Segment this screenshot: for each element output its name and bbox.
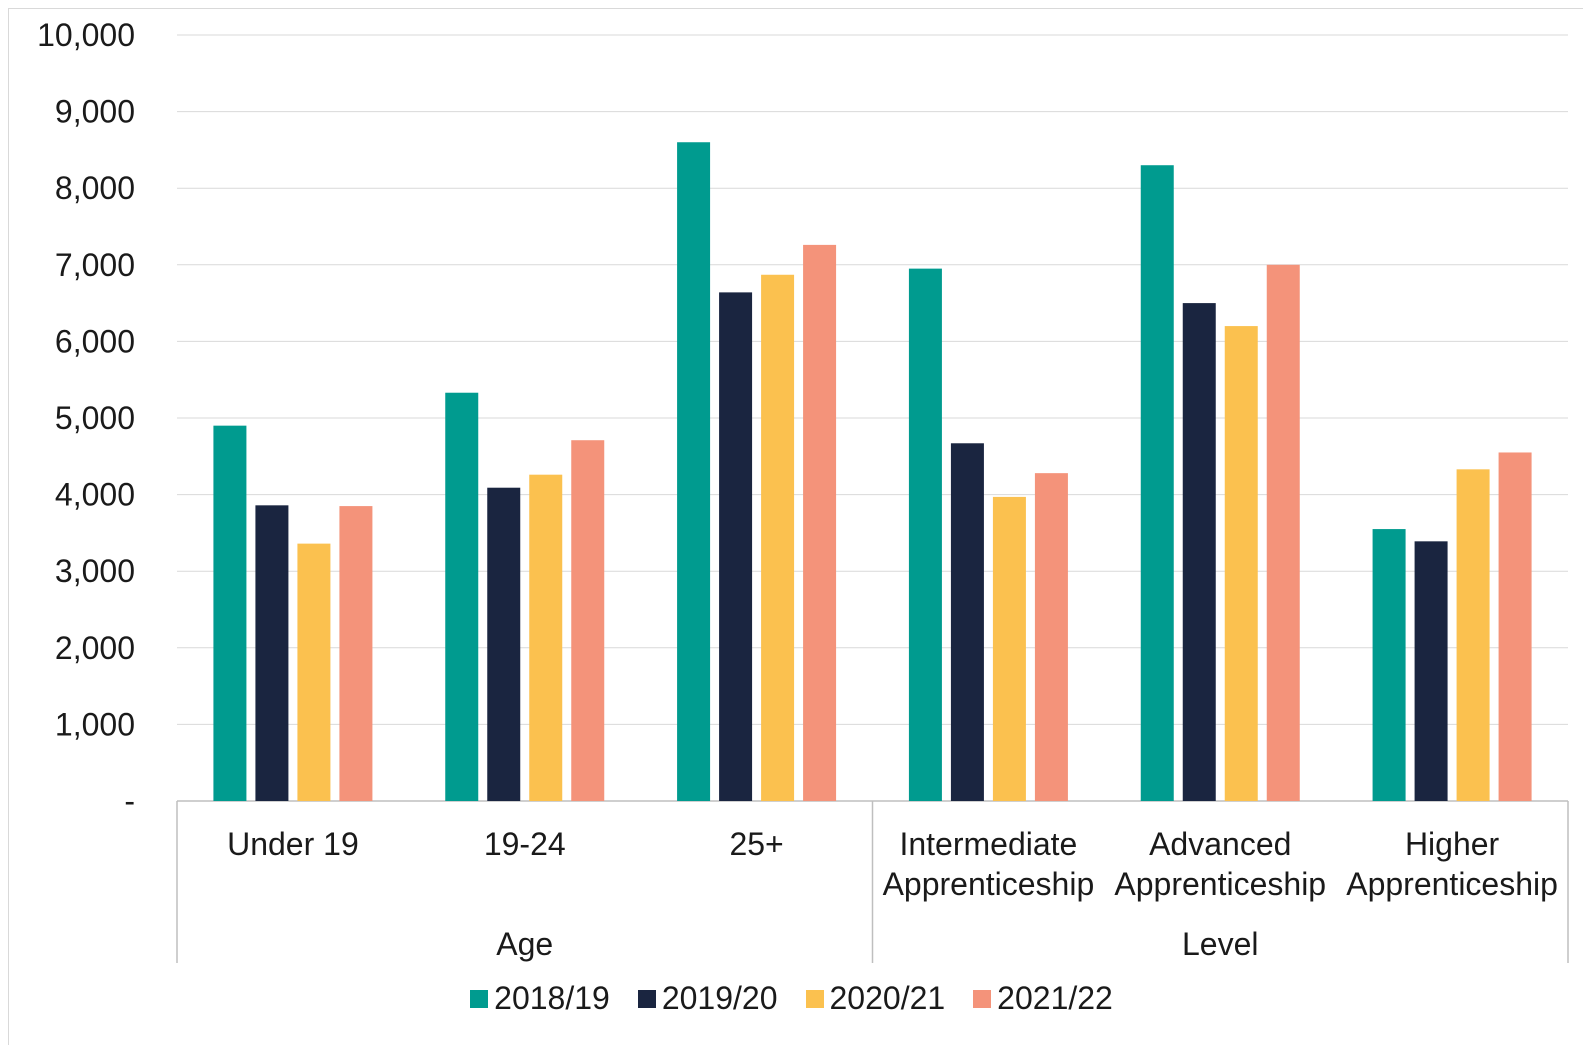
bar: [1224, 326, 1258, 801]
bar: [992, 496, 1026, 801]
legend-item: 2021/22: [973, 980, 1113, 1017]
bar: [1414, 541, 1448, 801]
bar: [487, 487, 521, 801]
bar: [761, 274, 795, 801]
bar: [445, 392, 479, 801]
bar: [297, 543, 331, 801]
bar: [1456, 469, 1490, 801]
y-tick-label: 3,000: [55, 553, 135, 589]
y-tick-label: -: [124, 783, 135, 819]
y-tick-label: 2,000: [55, 630, 135, 666]
bar: [677, 142, 711, 802]
bar: [1140, 165, 1174, 802]
legend-swatch: [973, 989, 992, 1008]
bar: [529, 474, 563, 801]
legend-swatch: [805, 989, 824, 1008]
chart-frame: [8, 8, 1583, 1045]
legend-label: 2020/21: [829, 980, 946, 1016]
legend-item: 2019/20: [637, 980, 778, 1017]
y-tick-label: 5,000: [55, 400, 135, 436]
y-tick-label: 10,000: [37, 17, 135, 53]
bar: [908, 268, 942, 801]
bar: [719, 292, 753, 801]
bar: [1266, 264, 1300, 801]
legend: 2018/19 2019/20 2020/21 2021/22: [0, 980, 1583, 1017]
y-tick-label: 9,000: [55, 94, 135, 130]
legend-swatch: [470, 989, 489, 1008]
y-tick-label: 7,000: [55, 247, 135, 283]
bar: [1034, 473, 1068, 801]
y-tick-label: 1,000: [55, 706, 135, 742]
x-tick-label: Apprenticeship: [1114, 866, 1326, 902]
bar: [571, 440, 605, 801]
bar: [1372, 529, 1406, 801]
bar: [803, 244, 837, 801]
x-tick-label: Higher: [1405, 826, 1500, 862]
bar: [255, 505, 289, 801]
bar: [339, 506, 373, 801]
group-label: Age: [496, 926, 553, 962]
bar: [1498, 452, 1532, 801]
y-tick-label: 6,000: [55, 323, 135, 359]
legend-label: 2021/22: [997, 980, 1113, 1016]
bar: [1182, 303, 1216, 801]
legend-label: 2019/20: [661, 980, 778, 1016]
x-tick-label: 19-24: [484, 826, 566, 862]
legend-swatch: [637, 989, 656, 1008]
group-label: Level: [1182, 926, 1259, 962]
legend-item: 2018/19: [470, 980, 610, 1017]
x-tick-label: Intermediate: [899, 826, 1077, 862]
x-tick-label: Apprenticeship: [1346, 866, 1558, 902]
y-tick-label: 8,000: [55, 170, 135, 206]
x-tick-label: 25+: [729, 826, 783, 862]
legend-item: 2020/21: [805, 980, 946, 1017]
x-tick-label: Apprenticeship: [883, 866, 1095, 902]
bar: [950, 443, 984, 801]
bar: [213, 425, 247, 801]
y-tick-label: 4,000: [55, 477, 135, 513]
x-tick-label: Under 19: [227, 826, 359, 862]
x-tick-label: Advanced: [1149, 826, 1291, 862]
legend-label: 2018/19: [494, 980, 610, 1016]
